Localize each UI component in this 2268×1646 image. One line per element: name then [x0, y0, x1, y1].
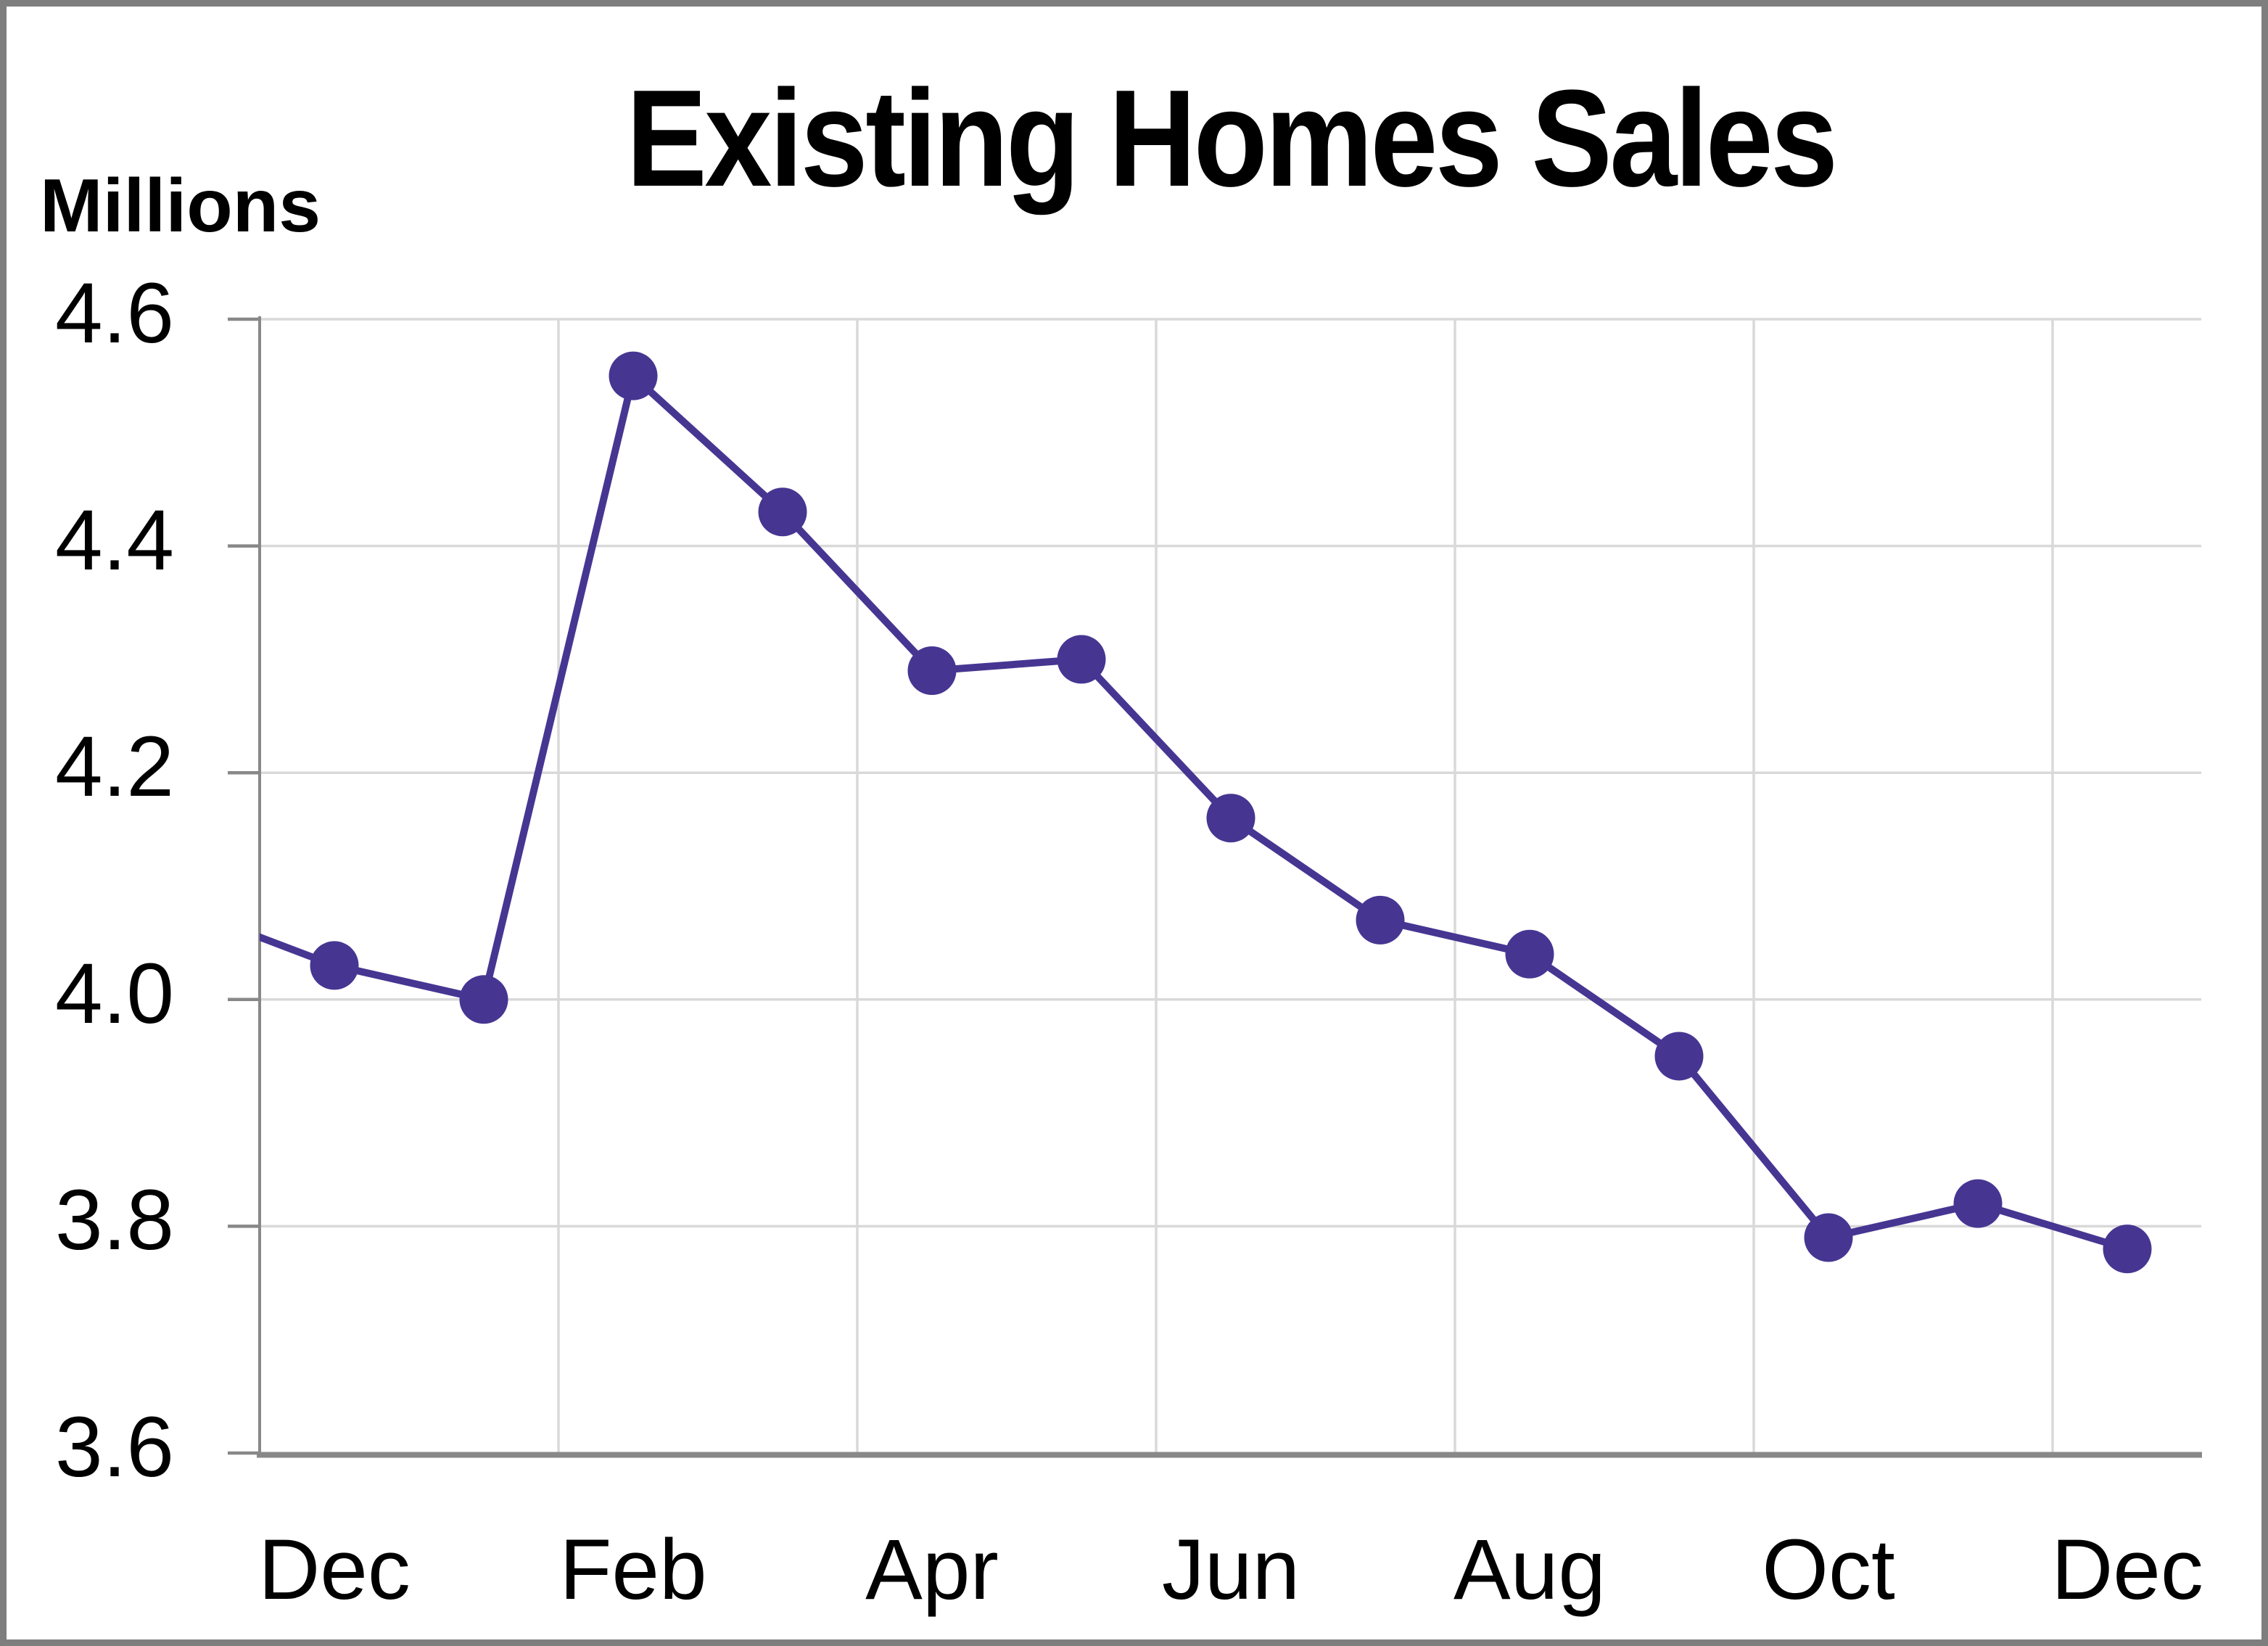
y-axis-tick-label: 4.0	[54, 945, 174, 1042]
y-axis-tick-label: 4.2	[54, 719, 174, 815]
y-axis-tick-label: 4.4	[54, 492, 174, 588]
x-axis-tick-label: Jun	[1161, 1522, 1300, 1618]
data-point-marker	[758, 487, 807, 537]
x-axis-tick-label: Oct	[1762, 1522, 1895, 1618]
data-point-marker	[1057, 635, 1106, 684]
x-axis-tick-label: Apr	[865, 1522, 999, 1618]
data-point-marker	[161, 884, 210, 933]
data-point-marker	[310, 941, 359, 990]
y-axis-tick-label: 3.8	[54, 1172, 174, 1269]
x-axis-tick-label: Dec	[258, 1522, 411, 1618]
data-point-marker	[1206, 794, 1255, 843]
x-axis-tick-label: Feb	[559, 1522, 707, 1618]
chart-title: Existing Homes Sales	[626, 62, 1838, 215]
x-axis-tick-label: Aug	[1453, 1522, 1606, 1618]
data-point-marker	[1654, 1032, 1704, 1081]
y-axis-unit-label: Millions	[40, 164, 321, 248]
data-point-marker	[609, 351, 658, 400]
y-axis-tick-label: 4.6	[54, 266, 174, 361]
data-point-marker	[1953, 1179, 2003, 1228]
data-point-marker	[1804, 1213, 1853, 1262]
data-point-marker	[2103, 1225, 2152, 1274]
data-point-marker	[1505, 929, 1554, 979]
x-axis-tick-label: Dec	[2051, 1522, 2203, 1618]
data-point-marker	[907, 646, 957, 696]
series-line	[260, 372, 2131, 1253]
y-axis-tick-label: 3.6	[54, 1399, 174, 1495]
data-point-marker	[459, 975, 508, 1024]
data-point-marker	[1356, 895, 1405, 945]
